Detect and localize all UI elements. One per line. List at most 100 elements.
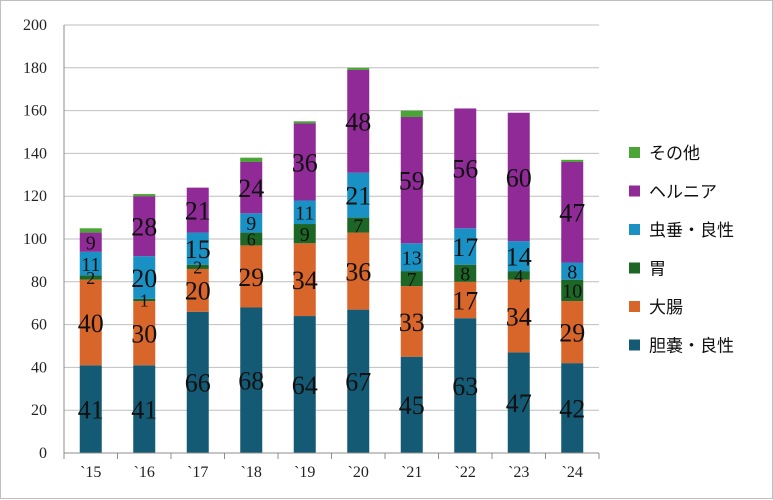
- data-label: 29: [238, 263, 264, 292]
- legend-label: 大腸: [649, 298, 683, 318]
- bar-segment: [507, 241, 530, 272]
- bar-segment: [240, 161, 263, 214]
- bar-segment: [79, 228, 102, 233]
- data-label: 14: [506, 242, 532, 271]
- data-label: 17: [452, 286, 478, 315]
- data-label: 11: [295, 202, 314, 224]
- legend-swatch: [629, 147, 640, 158]
- data-label: 48: [345, 108, 371, 137]
- x-tick-label: `18: [241, 464, 262, 481]
- bar-segment: [454, 228, 477, 265]
- legend-swatch: [629, 185, 640, 197]
- data-label: 56: [452, 155, 478, 184]
- data-label: 9: [300, 224, 310, 246]
- legend-label: 胆嚢・良性: [649, 337, 734, 357]
- data-label: 64: [292, 371, 318, 400]
- data-label: 45: [399, 391, 425, 420]
- x-tick-label: `22: [455, 464, 476, 481]
- data-label: 7: [407, 269, 417, 291]
- bar-segment: [293, 121, 316, 124]
- bar-segment: [186, 232, 209, 265]
- data-label: 36: [292, 148, 318, 177]
- bar-segment: [240, 232, 263, 246]
- bar-segment: [186, 264, 209, 269]
- bar-segment: [133, 301, 156, 366]
- y-tick-label: 180: [23, 60, 47, 77]
- y-tick-label: 80: [31, 274, 47, 291]
- data-label: 8: [460, 263, 470, 285]
- bar-segment: [347, 232, 370, 310]
- data-label: 15: [185, 235, 211, 264]
- bar-segment: [79, 365, 102, 453]
- data-label: 20: [131, 264, 157, 293]
- legend-swatch: [629, 224, 640, 235]
- bar-segment: [561, 363, 584, 453]
- bar-segment: [400, 271, 423, 287]
- data-label: 6: [247, 229, 256, 249]
- bar-segment: [561, 159, 584, 162]
- data-label: 47: [506, 389, 532, 418]
- bar-segment: [561, 262, 584, 280]
- data-label: 63: [452, 372, 478, 401]
- bar-segment: [79, 251, 102, 276]
- legend-label: 胃: [649, 260, 666, 280]
- bar-segment: [240, 157, 263, 162]
- bar-segment: [347, 69, 370, 173]
- bar-segment: [79, 279, 102, 366]
- bar-segment: [454, 108, 477, 229]
- data-label: 11: [81, 254, 100, 276]
- data-label: 34: [506, 302, 532, 331]
- bar-segment: [293, 224, 316, 244]
- bar-segment: [293, 200, 316, 225]
- data-label: 66: [185, 369, 211, 398]
- data-label: 60: [506, 163, 532, 192]
- bar-segment: [347, 67, 370, 70]
- x-tick-label: `15: [80, 464, 101, 481]
- bar-segment: [400, 117, 423, 244]
- bar-segment: [133, 194, 156, 197]
- data-label: 47: [559, 199, 585, 228]
- data-label: 28: [131, 213, 157, 242]
- y-tick-label: 200: [23, 17, 47, 34]
- x-tick-label: `21: [401, 464, 422, 481]
- y-tick-label: 160: [23, 103, 47, 120]
- bar-segment: [561, 279, 584, 302]
- bar-segment: [400, 356, 423, 453]
- data-label: 20: [185, 277, 211, 306]
- data-label: 21: [185, 196, 211, 225]
- bar-segment: [293, 123, 316, 201]
- data-label: 41: [78, 395, 104, 424]
- bar-segment: [240, 213, 263, 233]
- y-tick-label: 0: [39, 445, 47, 462]
- bar-segment: [454, 264, 477, 282]
- bar-segment: [79, 275, 102, 280]
- data-label: 36: [345, 257, 371, 286]
- x-tick-label: `19: [294, 464, 315, 481]
- data-label: 13: [402, 247, 422, 269]
- legend-swatch: [629, 301, 640, 312]
- y-tick-label: 100: [23, 231, 47, 248]
- y-tick-label: 120: [23, 188, 47, 205]
- data-label: 68: [238, 367, 264, 396]
- bar-segment: [400, 110, 423, 118]
- data-label: 21: [345, 181, 371, 210]
- data-label: 1: [140, 290, 149, 310]
- data-label: 9: [246, 213, 256, 235]
- legend-label: 虫垂・良性: [649, 221, 734, 241]
- bar-segment: [561, 161, 584, 263]
- bar-segment: [561, 301, 584, 364]
- bar-segment: [347, 309, 370, 453]
- data-label: 7: [353, 215, 363, 237]
- y-tick-label: 40: [31, 359, 47, 376]
- bar-segment: [507, 279, 530, 353]
- data-label: 40: [78, 309, 104, 338]
- data-label: 33: [399, 308, 425, 337]
- bar-segment: [347, 172, 370, 218]
- legend-label: その他: [649, 144, 700, 164]
- data-label: 8: [567, 261, 577, 283]
- bar-segment: [133, 365, 156, 453]
- data-label: 41: [131, 395, 157, 424]
